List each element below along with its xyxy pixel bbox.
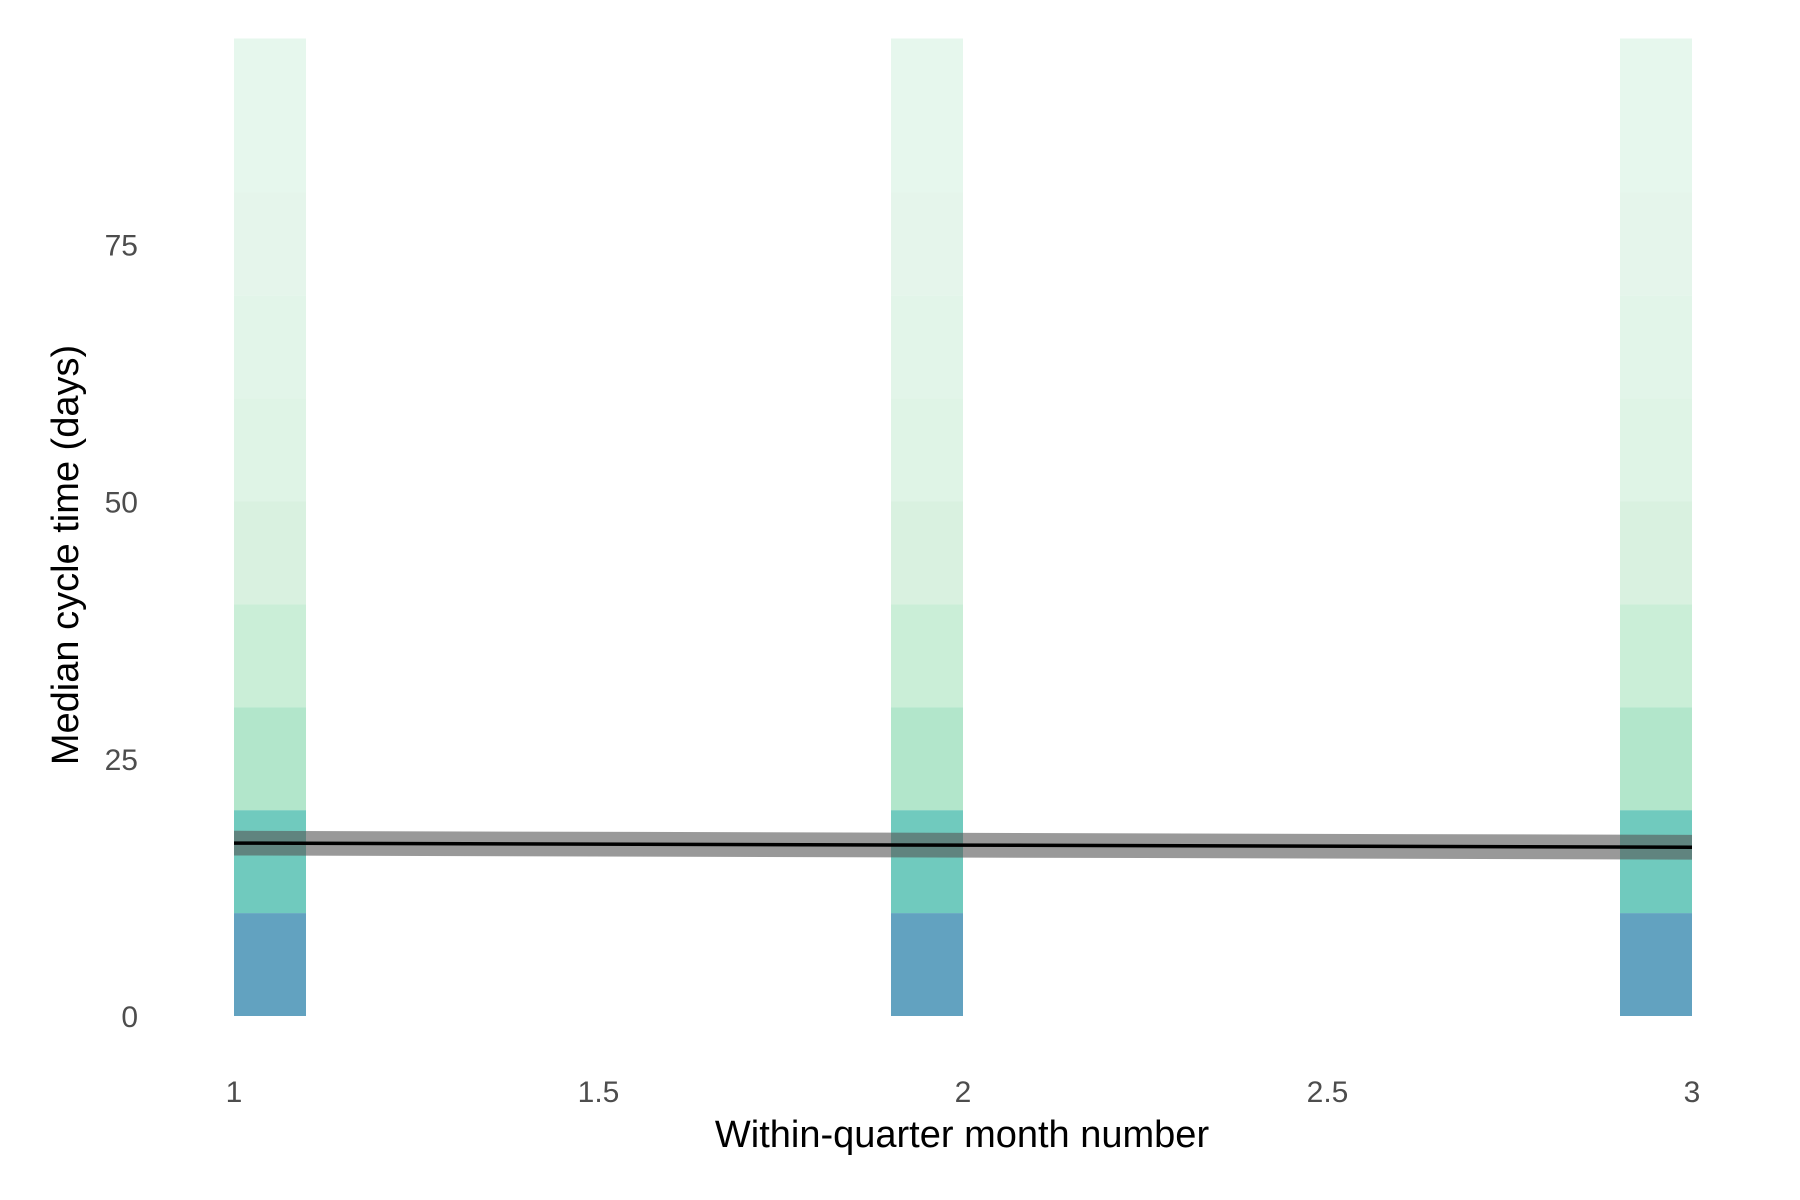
x-tick-label: 3 [1684, 1076, 1701, 1109]
y-axis-title: Median cycle time (days) [45, 345, 87, 765]
x-axis-title: Within-quarter month number [715, 1114, 1210, 1156]
bar-segment [1620, 38, 1692, 193]
bar-segment [1620, 913, 1692, 1016]
bars-layer [234, 38, 1692, 1016]
bar-segment [891, 913, 963, 1016]
x-tick-label: 2 [955, 1076, 972, 1109]
x-axis: 1 1.5 2 2.5 3 [226, 1076, 1701, 1109]
trend-line [233, 841, 1693, 849]
bar-segment [891, 398, 963, 502]
bar-segment [891, 707, 963, 811]
bar-segment [234, 192, 306, 296]
bar-segment [1620, 295, 1692, 399]
bar-segment [891, 604, 963, 708]
bar-segment [891, 295, 963, 399]
bar-segment [234, 398, 306, 502]
bar-segment [234, 810, 306, 914]
y-tick-label: 75 [105, 229, 138, 262]
bar-segment [234, 913, 306, 1016]
y-axis: 0 25 50 75 [105, 229, 138, 1034]
y-tick-label: 50 [105, 487, 138, 520]
bar-segment [234, 604, 306, 708]
bar-segment [234, 707, 306, 811]
bar-segment [234, 38, 306, 193]
y-tick-label: 25 [105, 744, 138, 777]
bar-segment [891, 810, 963, 914]
bar-segment [1620, 501, 1692, 605]
bar-segment [1620, 604, 1692, 708]
bar-segment [234, 295, 306, 399]
bar-segment [1620, 192, 1692, 296]
y-tick-label: 0 [121, 1001, 138, 1034]
x-tick-label: 1.5 [578, 1076, 620, 1109]
x-tick-label: 2.5 [1307, 1076, 1349, 1109]
bar-segment [891, 192, 963, 296]
bar-segment [1620, 398, 1692, 502]
bar-segment [1620, 707, 1692, 811]
x-tick-label: 1 [226, 1076, 243, 1109]
bar-segment [1620, 810, 1692, 914]
bar-segment [891, 38, 963, 193]
bar-segment [234, 501, 306, 605]
bar-segment [891, 501, 963, 605]
trend-layer [233, 830, 1693, 860]
